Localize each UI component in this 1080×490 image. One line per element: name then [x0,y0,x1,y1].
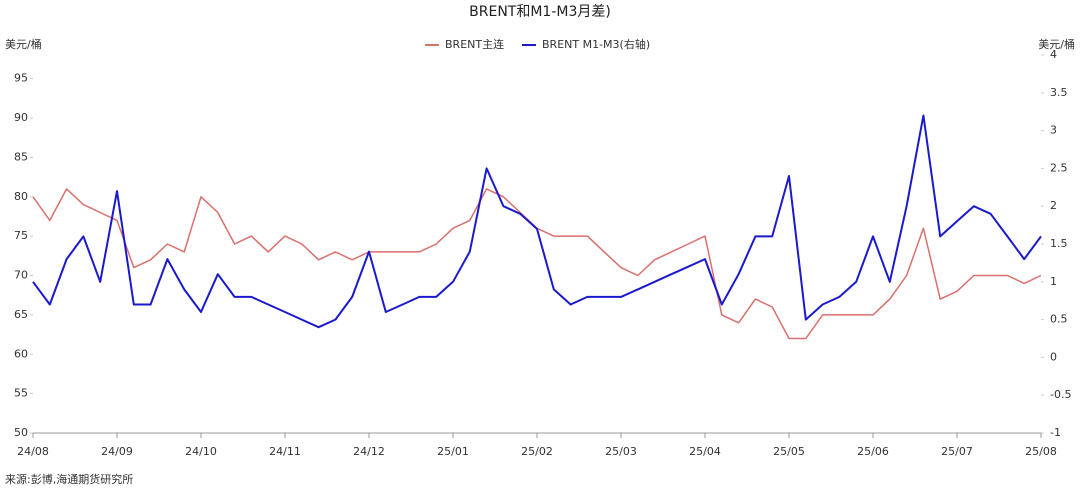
y2-tick-label: 0 [1050,350,1057,363]
legend-label: BRENT M1-M3(右轴) [542,37,650,51]
x-tick-label: 25/07 [941,445,973,458]
y2-tick-label: -0.5 [1050,388,1071,401]
y-tick-label: 70 [14,269,28,282]
y2-tick-label: 1 [1050,275,1057,288]
y2-tick-label: -1 [1050,426,1061,439]
x-tick-label: 25/03 [605,445,637,458]
x-tick-label: 24/12 [353,445,385,458]
y2-tick-label: 3 [1050,124,1057,137]
y2-axis-label: 美元/桶 [1038,37,1075,51]
y-tick-label: 85 [14,150,28,163]
x-tick-label: 25/06 [857,445,889,458]
source: 来源:彭博,海通期货研究所 [5,472,133,486]
y-tick-label: 95 [14,72,28,85]
x-tick-label: 24/09 [101,445,133,458]
x-tick-label: 25/02 [521,445,553,458]
y2-tick-label: 2 [1050,199,1057,212]
series-line [32,188,1042,340]
y-tick-label: 55 [14,387,28,400]
x-tick-label: 24/08 [17,445,49,458]
y-tick-label: 90 [14,111,28,124]
x-tick-label: 25/05 [773,445,805,458]
y-axis-label: 美元/桶 [5,37,42,51]
chart-title: BRENT和M1-M3月差) [469,4,611,20]
y-tick-label: 80 [14,190,28,203]
x-tick-label: 25/01 [437,445,469,458]
y-tick-label: 60 [14,347,28,360]
y-tick-label: 65 [14,308,28,321]
x-tick-label: 24/10 [185,445,217,458]
y2-tick-label: 1.5 [1050,237,1068,250]
x-tick-label: 25/04 [689,445,721,458]
legend-label: BRENT主连 [445,38,504,51]
x-tick-label: 24/11 [269,445,301,458]
y-tick-label: 75 [14,229,28,242]
series-line [32,114,1042,329]
y-tick-label: 50 [14,426,28,439]
y2-tick-label: 4 [1050,48,1057,61]
x-tick-label: 25/08 [1025,445,1057,458]
y2-tick-label: 0.5 [1050,313,1068,326]
y2-tick-label: 3.5 [1050,86,1068,99]
y2-tick-label: 2.5 [1050,161,1068,174]
